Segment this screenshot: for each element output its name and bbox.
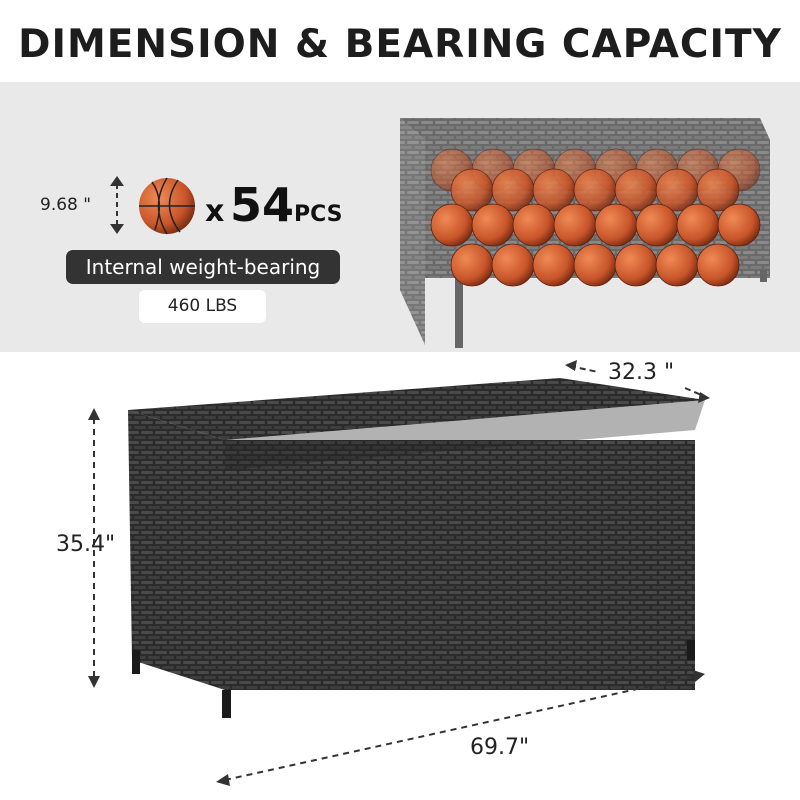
basketball (655, 243, 699, 287)
basketball-icon (139, 177, 195, 235)
wicker-storage-box (128, 378, 705, 718)
basketball (573, 243, 617, 287)
basketball (491, 243, 535, 287)
weight-value-badge: 460 LBS (139, 290, 266, 323)
basketballs-group (430, 148, 761, 287)
basketball (717, 203, 761, 247)
height-label: 35.4" (56, 532, 116, 557)
basketball (635, 203, 679, 247)
basketball (614, 243, 658, 287)
basketball (594, 203, 638, 247)
basketball (471, 203, 515, 247)
count-value: 54 (229, 178, 294, 232)
height-dimension-line (88, 408, 100, 688)
basketball (512, 203, 556, 247)
multiplier: x (205, 194, 225, 229)
ball-diameter-label: 9.68 " (40, 195, 92, 215)
basketball (676, 203, 720, 247)
storage-box-with-balls (400, 118, 770, 348)
page-title: DIMENSION & BEARING CAPACITY (18, 22, 782, 67)
diameter-arrow-icon (110, 176, 124, 234)
basketball (696, 168, 740, 212)
basketball (553, 203, 597, 247)
basketball (532, 243, 576, 287)
depth-label: 32.3 " (608, 360, 675, 385)
basketball (430, 203, 474, 247)
basketball (450, 243, 494, 287)
ball-count: x 54PCS (205, 178, 342, 232)
width-dimension-line (216, 670, 705, 786)
weight-label-badge: Internal weight-bearing (66, 250, 340, 284)
count-unit: PCS (293, 202, 343, 227)
depth-dimension-line (565, 360, 710, 403)
width-label: 69.7" (470, 735, 530, 760)
basketball (696, 243, 740, 287)
